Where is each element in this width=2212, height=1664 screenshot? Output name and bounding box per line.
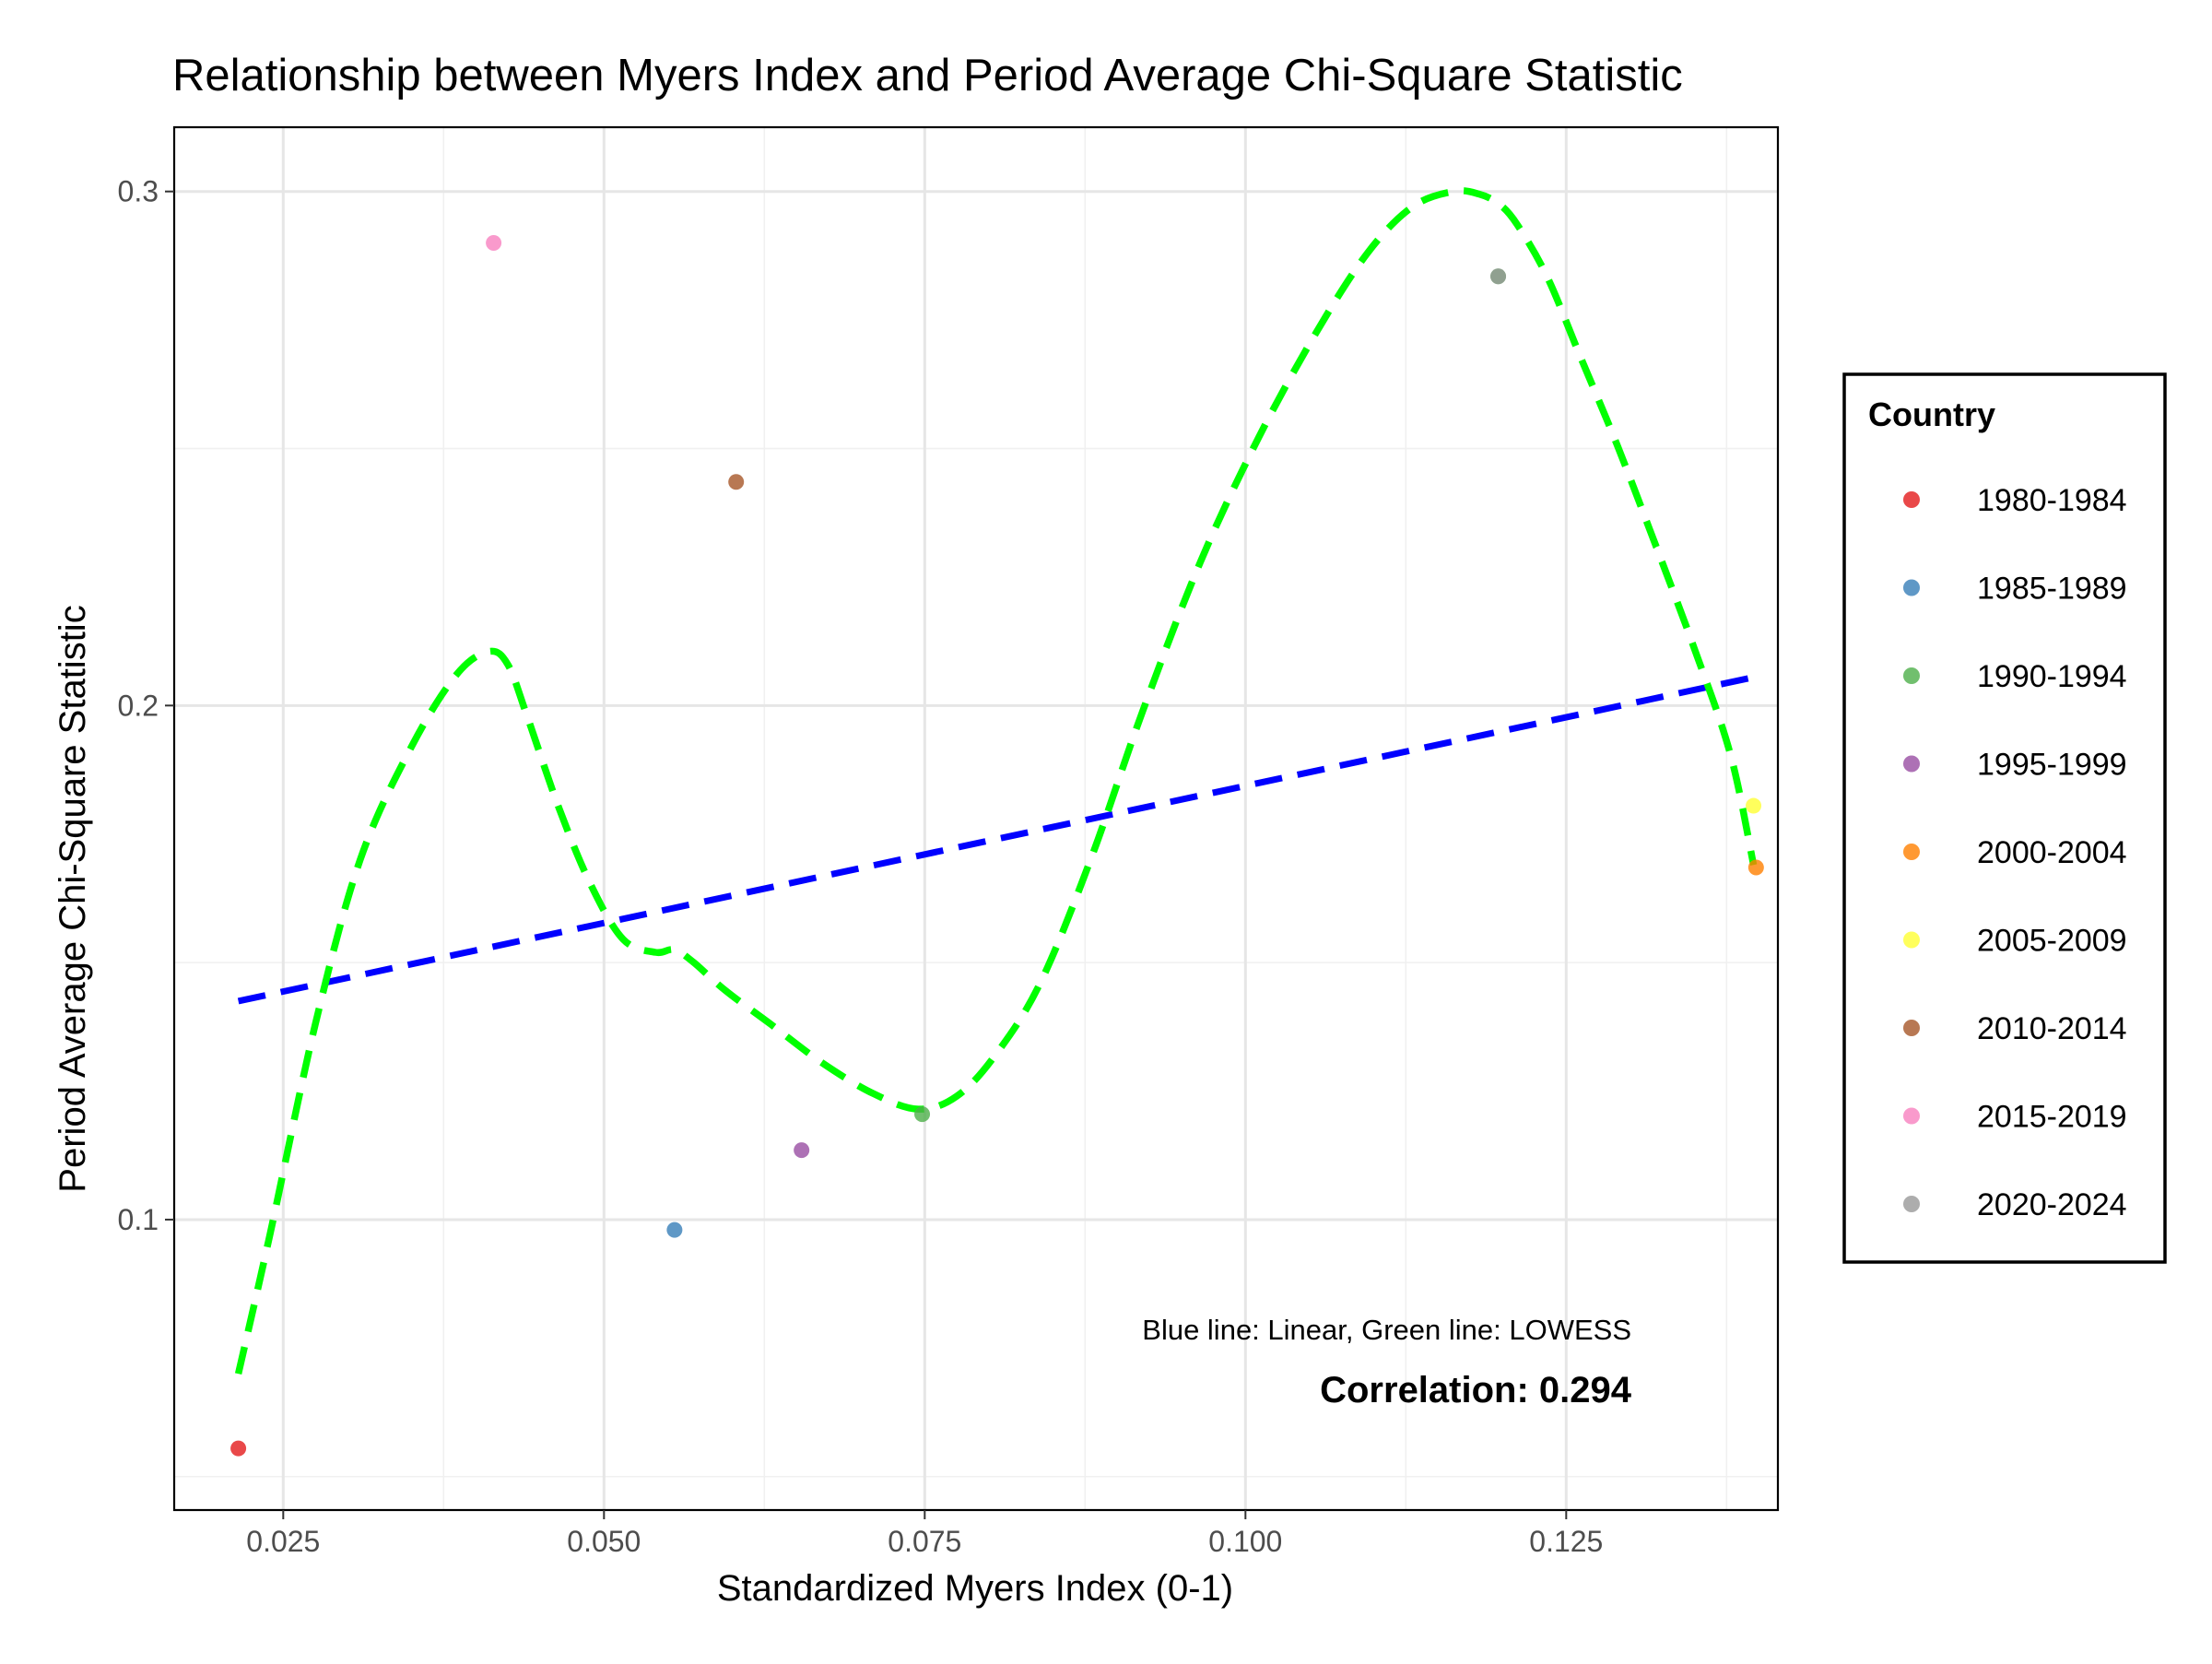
legend-label-2020-2024: 2020-2024 bbox=[1977, 1187, 2127, 1222]
fit-note-annotation: Blue line: Linear, Green line: LOWESS bbox=[1142, 1314, 1631, 1346]
fit-lines bbox=[234, 187, 1758, 1375]
legend-title: Country bbox=[1868, 395, 1995, 433]
legend-key-1990-1994 bbox=[1903, 667, 1920, 684]
data-point-1995-1999 bbox=[794, 1142, 810, 1159]
plot-panel-border bbox=[172, 125, 1780, 1512]
data-point-2000-2004 bbox=[1747, 859, 1764, 876]
legend-key-1980-1984 bbox=[1903, 491, 1920, 508]
data-point-1990-1994 bbox=[914, 1106, 931, 1123]
legend-label-2015-2019: 2015-2019 bbox=[1977, 1100, 2127, 1135]
data-point-2020-2024 bbox=[1490, 268, 1507, 285]
legend-label-2010-2014: 2010-2014 bbox=[1977, 1011, 2127, 1046]
legend-key-1995-1999 bbox=[1903, 755, 1920, 773]
chart-title: Relationship between Myers Index and Per… bbox=[172, 51, 1683, 100]
legend-label-2000-2004: 2000-2004 bbox=[1977, 835, 2127, 870]
x-tick-label: 0.050 bbox=[567, 1525, 641, 1558]
legend-key-2010-2014 bbox=[1903, 1020, 1920, 1036]
data-point-2010-2014 bbox=[728, 474, 745, 490]
legend-label-1995-1999: 1995-1999 bbox=[1977, 748, 2127, 783]
data-point-2015-2019 bbox=[486, 234, 502, 251]
y-tick-label: 0.2 bbox=[118, 689, 159, 722]
y-tick-label: 0.1 bbox=[118, 1203, 159, 1236]
legend-label-1990-1994: 1990-1994 bbox=[1977, 659, 2127, 694]
legend-key-2020-2024 bbox=[1903, 1196, 1920, 1212]
legend-key-2015-2019 bbox=[1903, 1107, 1920, 1125]
data-point-1980-1984 bbox=[230, 1440, 247, 1457]
grid bbox=[174, 127, 1778, 1510]
correlation-annotation: Correlation: 0.294 bbox=[1320, 1370, 1632, 1410]
x-tick-label: 0.025 bbox=[246, 1525, 320, 1558]
y-tick-label: 0.3 bbox=[118, 175, 159, 208]
x-tick-label: 0.075 bbox=[888, 1525, 961, 1558]
y-axis-title: Period Average Chi-Square Statistic bbox=[53, 605, 93, 1192]
legend-key-1985-1989 bbox=[1903, 579, 1920, 596]
legend-label-1980-1984: 1980-1984 bbox=[1977, 483, 2127, 518]
legend-key-2005-2009 bbox=[1903, 931, 1920, 949]
legend-label-1985-1989: 1985-1989 bbox=[1977, 572, 2127, 607]
legend-box bbox=[1842, 372, 2167, 1264]
x-tick-label: 0.100 bbox=[1208, 1525, 1282, 1558]
legend-entries: 1980-1984 1985-1989 1990-1994 1995-1999 2000… bbox=[1903, 483, 2127, 1222]
x-axis-title: Standardized Myers Index (0-1) bbox=[717, 1568, 1233, 1609]
axis-ticks: 0.025 0.050 0.075 0.100 0.125 0.1 0.2 0.3 bbox=[118, 175, 1604, 1558]
legend: Country 1980-1984 1985-1989 1990-1994 1995-… bbox=[1842, 372, 2167, 1264]
legend-key-2000-2004 bbox=[1903, 844, 1920, 860]
legend-label-2005-2009: 2005-2009 bbox=[1977, 924, 2127, 959]
data-point-2005-2009 bbox=[1746, 797, 1762, 814]
data-point-1985-1989 bbox=[666, 1221, 683, 1238]
x-tick-label: 0.125 bbox=[1529, 1525, 1603, 1558]
data-points bbox=[230, 234, 1764, 1457]
lowess-fit-line bbox=[234, 187, 1758, 1375]
